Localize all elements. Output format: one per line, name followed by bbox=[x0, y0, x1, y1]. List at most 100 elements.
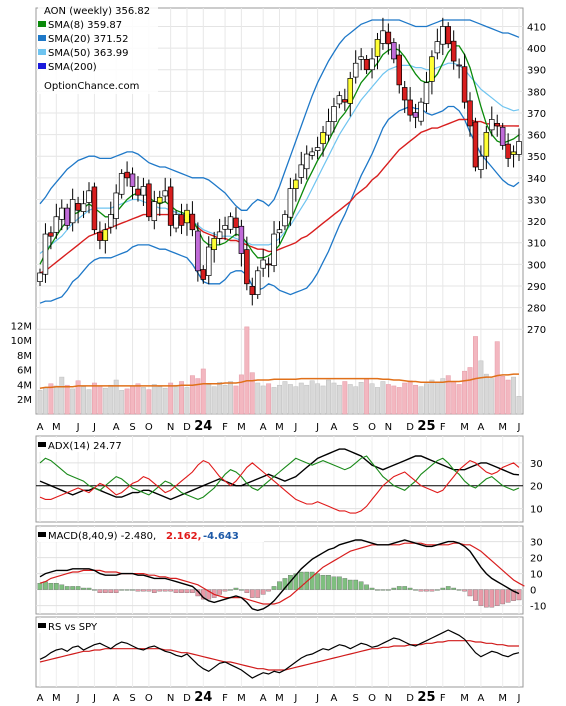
macd-line bbox=[39, 539, 520, 612]
candle-body bbox=[53, 216, 60, 233]
x-tick-label: A bbox=[477, 422, 484, 433]
candle-body bbox=[303, 153, 310, 170]
volume-bar bbox=[293, 386, 299, 415]
macd-histogram-bar bbox=[168, 589, 173, 592]
candle-body bbox=[429, 56, 435, 82]
adx-tick-label: 10 bbox=[530, 505, 543, 516]
macd-histogram-bar bbox=[48, 583, 54, 590]
candle-body bbox=[440, 26, 446, 45]
candle-body bbox=[184, 209, 190, 224]
x-tick-label: O bbox=[368, 422, 376, 433]
candle-body bbox=[69, 199, 76, 224]
macd-histogram-bar bbox=[37, 583, 43, 590]
legend-entry-0: SMA(8) 359.87 bbox=[48, 20, 122, 31]
volume-bar bbox=[162, 387, 168, 415]
x-tick-label: J bbox=[92, 422, 96, 433]
macd-tick-label: -10 bbox=[530, 602, 546, 613]
candle-body bbox=[510, 151, 517, 155]
macd-tick-label: 30 bbox=[530, 538, 543, 549]
adx-series-di bbox=[39, 455, 520, 500]
volume-tick-label: 6M bbox=[17, 366, 32, 377]
volume-average-line bbox=[39, 373, 519, 389]
legend-entry-1: SMA(20) 371.52 bbox=[48, 34, 129, 45]
macd-histogram-bar bbox=[271, 586, 277, 590]
volume-bar bbox=[200, 368, 206, 415]
candle-body bbox=[401, 87, 408, 101]
x-tick-label-bottom: S bbox=[129, 693, 135, 704]
macd-histogram-bar bbox=[467, 589, 473, 597]
candle-body bbox=[200, 269, 207, 280]
rs-series-line bbox=[39, 629, 520, 679]
macd-title-bg bbox=[38, 528, 264, 542]
macd-histogram-bar bbox=[190, 589, 195, 593]
volume-bar bbox=[429, 379, 435, 415]
x-tick-label-bottom: 24 bbox=[194, 690, 212, 705]
volume-bar bbox=[184, 387, 190, 415]
macd-histogram-bar bbox=[222, 589, 228, 592]
candles bbox=[37, 17, 522, 306]
volume-bar bbox=[244, 326, 250, 415]
candle-body bbox=[293, 179, 299, 189]
candle-body bbox=[249, 286, 256, 295]
volume-bar bbox=[451, 381, 457, 415]
candle-body bbox=[254, 270, 261, 295]
candle-body bbox=[472, 121, 479, 168]
price-tick-label: 370 bbox=[527, 109, 546, 120]
volume-bar bbox=[511, 376, 517, 415]
source-label: OptionChance.com bbox=[44, 81, 139, 92]
candle-body bbox=[48, 232, 54, 237]
legend-swatch-0 bbox=[38, 21, 46, 27]
macd-histogram-bar bbox=[478, 589, 484, 606]
legend-entry-3: SMA(200) bbox=[48, 62, 97, 73]
x-tick-label: M bbox=[52, 422, 61, 433]
volume-bar bbox=[440, 378, 446, 415]
candle-body bbox=[516, 141, 522, 155]
macd-histogram-bar bbox=[413, 589, 418, 591]
candle-body bbox=[80, 203, 87, 212]
price-tick-label: 350 bbox=[527, 152, 546, 163]
x-tick-label-bottom: S bbox=[353, 693, 359, 704]
volume-bar bbox=[168, 382, 174, 415]
candle-body bbox=[108, 214, 114, 228]
x-tick-label: 24 bbox=[194, 419, 212, 434]
candle-body bbox=[489, 119, 495, 131]
candle-body bbox=[265, 263, 272, 266]
x-tick-label-bottom: A bbox=[37, 693, 44, 704]
x-tick-label-bottom: J bbox=[293, 693, 297, 704]
macd-histogram-bar bbox=[108, 589, 114, 593]
x-tick-label: J bbox=[315, 422, 319, 433]
macd-histogram-bar bbox=[342, 578, 348, 590]
price-tick-label: 300 bbox=[527, 260, 546, 271]
volume-bar bbox=[331, 382, 337, 415]
candle-body bbox=[342, 99, 348, 103]
candle-body bbox=[418, 101, 424, 122]
macd-histogram-bar bbox=[206, 589, 212, 600]
rs-panel: RS vs SPY A M J J A S O N D 24 F M A M J J A S O N D 25 F M A M J bbox=[35, 616, 524, 705]
volume-bar bbox=[434, 381, 440, 415]
x-tick-label-bottom: M bbox=[460, 693, 469, 704]
volume-bar bbox=[48, 383, 54, 415]
candle-body bbox=[227, 216, 234, 230]
volume-bar bbox=[59, 376, 65, 415]
candle-body bbox=[189, 213, 196, 231]
macd-histogram-bar bbox=[418, 589, 424, 592]
macd-histogram-bar bbox=[483, 589, 489, 608]
macd-histogram-bar bbox=[113, 589, 119, 593]
x-tick-label-bottom: J bbox=[315, 693, 319, 704]
candle-body bbox=[146, 183, 152, 218]
macd-histogram-bar bbox=[424, 589, 429, 592]
candle-body bbox=[385, 31, 392, 45]
macd-title: MACD(8,40,9) -2.480, bbox=[48, 531, 156, 542]
volume-bar bbox=[271, 387, 277, 415]
candle-body bbox=[157, 196, 163, 204]
macd-y-ticks: 30 20 10 0 -10 bbox=[530, 538, 546, 613]
rs-lines bbox=[39, 629, 520, 679]
macd-tick-label: 20 bbox=[530, 554, 543, 565]
volume-tick-label: 10M bbox=[11, 336, 32, 347]
x-tick-label: N bbox=[385, 422, 392, 433]
volume-bars bbox=[37, 326, 522, 415]
volume-bar bbox=[326, 379, 331, 415]
candle-body bbox=[282, 214, 288, 227]
macd-histogram-bar bbox=[86, 587, 92, 590]
